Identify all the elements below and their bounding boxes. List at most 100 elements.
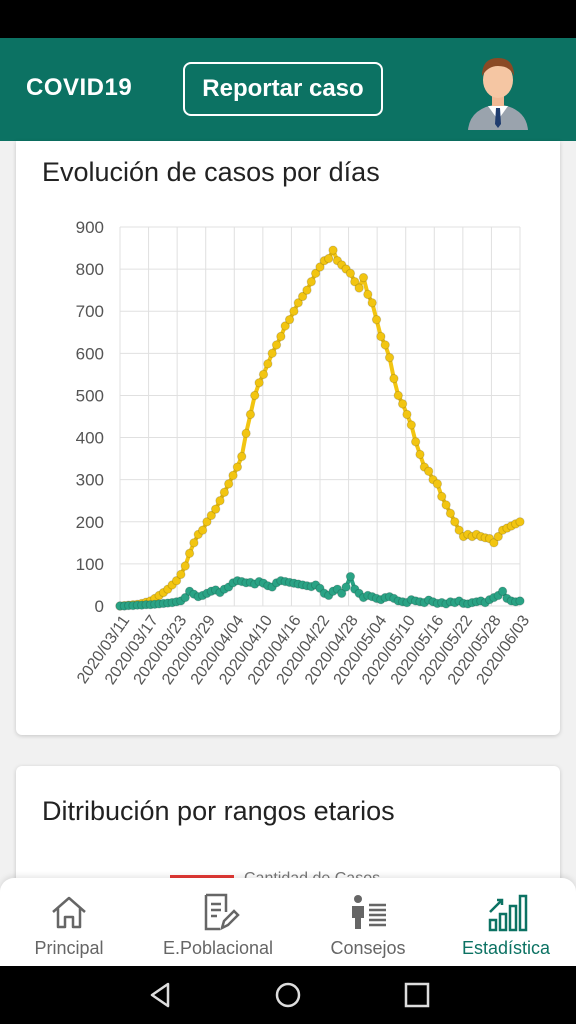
home-circle-icon[interactable]: [273, 980, 303, 1010]
data-point: [402, 409, 412, 420]
data-point: [176, 569, 186, 580]
data-point: [280, 321, 290, 331]
recents-icon[interactable]: [402, 980, 432, 1010]
age-distribution-card: Ditribución por rangos etarios Cantidad …: [16, 766, 560, 896]
y-tick-label: 600: [76, 344, 104, 363]
data-point: [245, 409, 256, 420]
data-point: [397, 399, 408, 409]
nav-item-principal[interactable]: Principal: [14, 878, 124, 966]
card-title: Ditribución por rangos etarios: [42, 796, 395, 826]
data-point: [271, 340, 282, 350]
data-point: [258, 369, 269, 380]
y-tick-label: 700: [76, 302, 104, 321]
data-point: [202, 517, 212, 527]
data-point: [219, 487, 230, 497]
nav-item-poblacional[interactable]: E.Poblacional: [150, 878, 286, 966]
data-point: [254, 378, 264, 388]
app-bar: COVID19 Reportar caso: [0, 38, 576, 141]
nav-item-consejos[interactable]: Consejos: [316, 878, 420, 966]
data-point: [454, 525, 464, 535]
data-point: [232, 462, 243, 472]
bar-chart-icon: [488, 894, 528, 932]
data-point: [367, 298, 377, 308]
data-point: [267, 348, 277, 359]
nav-label: Estadística: [461, 938, 551, 958]
data-point: [215, 496, 225, 506]
data-point: [445, 508, 456, 519]
data-point: [284, 314, 295, 325]
data-point: [210, 504, 221, 514]
data-point: [354, 283, 364, 293]
data-point: [345, 571, 356, 582]
data-point: [350, 277, 360, 287]
data-point: [241, 428, 251, 439]
data-point: [189, 538, 199, 548]
data-point: [432, 479, 443, 489]
data-point: [437, 491, 447, 502]
data-point: [406, 420, 417, 430]
nav-item-estadistica[interactable]: Estadística: [450, 878, 562, 966]
y-tick-label: 0: [95, 597, 104, 616]
data-point: [184, 548, 195, 559]
data-point: [441, 500, 451, 510]
data-point: [323, 253, 334, 264]
data-point: [515, 517, 525, 527]
app-title: COVID19: [26, 74, 133, 101]
data-point: [341, 582, 351, 592]
y-tick-label: 500: [76, 386, 104, 405]
data-point: [250, 390, 260, 401]
report-case-button[interactable]: Reportar caso: [183, 62, 383, 116]
data-point: [197, 525, 208, 535]
data-point: [297, 291, 308, 302]
data-point: [380, 340, 390, 350]
data-point: [337, 588, 347, 599]
data-point: [497, 586, 508, 596]
home-icon: [52, 896, 86, 929]
data-point: [276, 331, 286, 342]
status-bar: [0, 0, 576, 38]
data-point: [450, 517, 460, 527]
data-point: [415, 449, 425, 460]
data-point: [180, 561, 190, 571]
data-point: [328, 245, 338, 255]
card-title: Evolución de casos por días: [42, 157, 380, 187]
cases-evolution-card: Evolución de casos por días 0 100 200 300 40…: [16, 141, 560, 735]
data-point: [228, 470, 238, 481]
user-avatar-icon[interactable]: [462, 48, 534, 130]
data-point: [310, 268, 321, 279]
data-point: [384, 352, 395, 363]
data-point: [489, 538, 499, 548]
y-tick-label: 900: [76, 218, 104, 237]
data-point: [293, 298, 303, 308]
data-point: [376, 331, 386, 342]
data-point: [515, 596, 525, 606]
people-list-icon: [352, 895, 386, 929]
back-icon[interactable]: [146, 980, 176, 1010]
system-navigation-bar: [0, 966, 576, 1024]
nav-label: Consejos: [330, 938, 406, 958]
data-point: [423, 466, 434, 476]
document-edit-icon: [204, 893, 240, 931]
y-tick-label: 800: [76, 260, 104, 279]
data-point: [237, 451, 247, 462]
data-point: [389, 373, 399, 384]
data-point: [393, 390, 403, 401]
data-point: [363, 289, 373, 300]
cases-line-chart: 01002003004005006007008009002020/03/1120…: [74, 218, 533, 688]
y-tick-label: 300: [76, 471, 104, 490]
nav-label: Principal: [34, 938, 104, 958]
data-point: [289, 306, 299, 316]
data-point: [410, 437, 421, 447]
data-point: [223, 479, 234, 489]
data-point: [371, 314, 382, 325]
data-point: [180, 592, 190, 603]
y-tick-label: 400: [76, 429, 104, 448]
data-point: [306, 277, 317, 287]
data-point: [358, 272, 369, 283]
data-point: [315, 262, 325, 272]
nav-label: E.Poblacional: [162, 938, 274, 958]
data-point: [302, 285, 312, 295]
y-tick-label: 200: [76, 513, 104, 532]
bottom-navigation: Principal E.Poblacional Consejos Estadís…: [0, 878, 576, 966]
data-point: [263, 359, 273, 369]
